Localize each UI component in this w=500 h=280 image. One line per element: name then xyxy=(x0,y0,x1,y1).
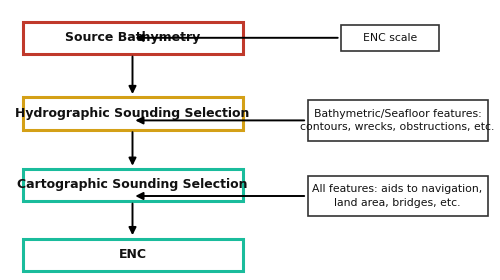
FancyBboxPatch shape xyxy=(308,100,488,141)
FancyBboxPatch shape xyxy=(22,239,242,271)
FancyBboxPatch shape xyxy=(341,25,439,51)
FancyBboxPatch shape xyxy=(308,176,488,216)
FancyBboxPatch shape xyxy=(22,97,242,129)
Text: ENC scale: ENC scale xyxy=(363,33,417,43)
Text: Bathymetric/Seafloor features:
contours, wrecks, obstructions, etc.: Bathymetric/Seafloor features: contours,… xyxy=(300,109,494,132)
Text: Cartographic Sounding Selection: Cartographic Sounding Selection xyxy=(17,178,248,191)
Text: All features: aids to navigation,
land area, bridges, etc.: All features: aids to navigation, land a… xyxy=(312,184,482,208)
FancyBboxPatch shape xyxy=(22,169,242,201)
FancyBboxPatch shape xyxy=(22,22,242,54)
Text: Source Bathymetry: Source Bathymetry xyxy=(65,31,200,44)
Text: Hydrographic Sounding Selection: Hydrographic Sounding Selection xyxy=(16,107,250,120)
Text: ENC: ENC xyxy=(118,248,146,261)
